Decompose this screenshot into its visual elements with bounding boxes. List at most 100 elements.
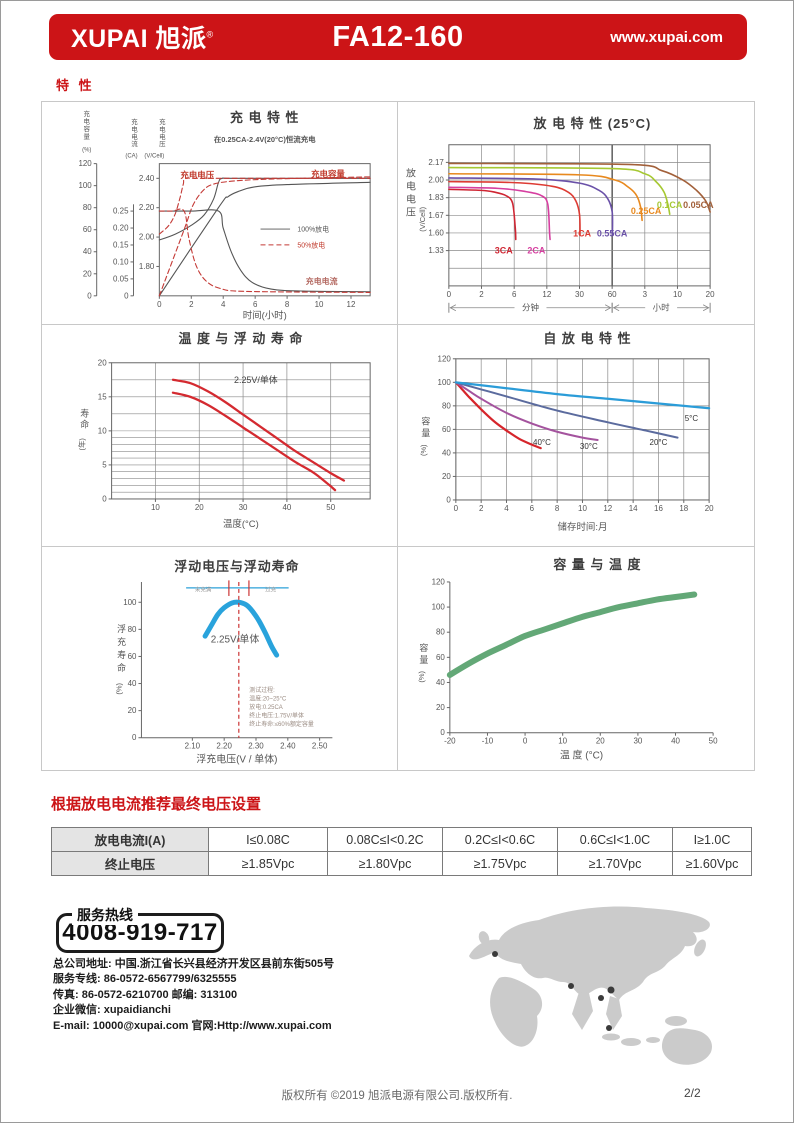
- svg-text:量: 量: [84, 132, 91, 140]
- svg-text:0: 0: [446, 495, 451, 504]
- svg-text:120: 120: [78, 159, 92, 168]
- svg-text:未充满: 未充满: [195, 586, 212, 594]
- svg-text:压: 压: [159, 140, 166, 148]
- svg-text:40°C: 40°C: [533, 438, 551, 447]
- svg-text:充: 充: [117, 636, 126, 647]
- svg-text:-10: -10: [482, 737, 494, 746]
- contact-info: 总公司地址: 中国.浙江省长兴县经济开发区县前东街505号 服务专线: 86-0…: [53, 957, 463, 1034]
- voltage-settings-table: 放电电流I(A) I≤0.08C 0.08C≤I<0.2C 0.2C≤I<0.6…: [51, 827, 752, 876]
- page-number: 2/2: [684, 1086, 701, 1100]
- svg-text:2.17: 2.17: [428, 158, 444, 167]
- svg-text:寿: 寿: [80, 407, 89, 418]
- svg-text:(%): (%): [417, 671, 426, 683]
- svg-text:电: 电: [159, 132, 166, 141]
- svg-text:自 放 电 特 性: 自 放 电 特 性: [543, 331, 631, 346]
- svg-text:15: 15: [98, 392, 107, 401]
- svg-text:30: 30: [633, 737, 642, 746]
- svg-text:放: 放: [406, 167, 416, 180]
- svg-text:12: 12: [603, 504, 612, 513]
- svg-text:电: 电: [131, 124, 138, 133]
- svg-text:2: 2: [189, 300, 194, 309]
- svg-text:50: 50: [326, 503, 335, 512]
- chart-self-discharge: 0 2 4 6 8 10 12 14 16 18 20 0 20 40 60 80 100 120 40°C 30°C…: [419, 331, 714, 533]
- svg-text:40: 40: [442, 448, 451, 457]
- chart-charge-characteristics: 0 2 4 6 8 10 12020406080100120充电容量(%)00.050.10…: [78, 109, 371, 322]
- chart-temperature-float-life: 10 20 30 40 50 0 5 10 15 20 2.25V/单体 温 度 与 浮 动 寿 命温…: [77, 331, 371, 529]
- svg-text:储存时间:月: 储存时间:月: [558, 520, 608, 532]
- svg-text:-20: -20: [444, 737, 456, 746]
- svg-text:2.25V/单体: 2.25V/单体: [211, 634, 260, 646]
- svg-text:2.40: 2.40: [139, 174, 155, 183]
- table-row: 终止电压 ≥1.85Vpc ≥1.80Vpc ≥1.75Vpc ≥1.70Vpc…: [51, 851, 752, 876]
- svg-text:5°C: 5°C: [685, 414, 699, 423]
- registered-mark-icon: ®: [206, 29, 214, 40]
- svg-text:浮动电压与浮动寿命: 浮动电压与浮动寿命: [174, 559, 299, 574]
- svg-text:20: 20: [705, 504, 714, 513]
- product-model-title: FA12-160: [332, 20, 464, 53]
- svg-text:3: 3: [643, 290, 648, 299]
- svg-text:分钟: 分钟: [522, 303, 539, 313]
- svg-text:2CA: 2CA: [527, 245, 545, 255]
- svg-text:6: 6: [530, 504, 535, 513]
- table-cell: I≥1.0C: [672, 827, 752, 852]
- svg-text:8: 8: [555, 504, 560, 513]
- chart-cell: 10 20 30 40 50 0 5 10 15 20 2.25V/单体 温 度 与 浮 动 寿 命温…: [42, 324, 398, 548]
- table-header-discharge-current: 放电电流I(A): [51, 827, 209, 852]
- svg-text:0: 0: [523, 737, 528, 746]
- svg-text:100%放电: 100%放电: [297, 225, 329, 234]
- svg-text:容: 容: [421, 415, 430, 426]
- svg-text:1.67: 1.67: [428, 211, 444, 220]
- svg-text:充电电流: 充电电流: [306, 276, 338, 286]
- svg-text:20: 20: [83, 269, 92, 278]
- svg-text:120: 120: [432, 578, 446, 587]
- svg-text:温 度 (°C): 温 度 (°C): [560, 749, 603, 762]
- table-cell: ≥1.85Vpc: [208, 851, 328, 876]
- svg-text:电: 电: [159, 124, 166, 133]
- map-marker-icon: [598, 995, 604, 1001]
- svg-text:10: 10: [315, 300, 324, 309]
- svg-text:20: 20: [706, 290, 715, 299]
- svg-text:在0.25CA-2.4V(20°C)恒流充电: 在0.25CA-2.4V(20°C)恒流充电: [214, 134, 316, 144]
- svg-text:0.05CA: 0.05CA: [683, 200, 714, 210]
- svg-text:1.33: 1.33: [428, 246, 444, 255]
- svg-text:电: 电: [406, 179, 416, 192]
- svg-text:8: 8: [285, 300, 290, 309]
- brand-logo: XUPAI 旭派®: [49, 19, 214, 55]
- svg-text:10: 10: [98, 426, 107, 435]
- svg-text:量: 量: [419, 655, 428, 665]
- svg-text:0: 0: [102, 494, 107, 503]
- svg-text:(%): (%): [115, 683, 124, 695]
- svg-text:100: 100: [438, 377, 452, 386]
- svg-text:5: 5: [102, 460, 107, 469]
- svg-text:30: 30: [575, 290, 584, 299]
- svg-text:0.55CA: 0.55CA: [597, 228, 628, 238]
- svg-text:80: 80: [83, 203, 92, 212]
- svg-text:充 电 特 性: 充 电 特 性: [230, 110, 299, 125]
- svg-text:30: 30: [239, 503, 248, 512]
- svg-text:终止寿命:≤60%额定容量: 终止寿命:≤60%额定容量: [249, 720, 314, 728]
- table-cell: ≥1.60Vpc: [672, 851, 752, 876]
- svg-text:浮: 浮: [117, 623, 126, 634]
- svg-text:充电容量: 充电容量: [311, 169, 345, 179]
- svg-text:容: 容: [419, 642, 428, 653]
- svg-text:容: 容: [84, 124, 91, 133]
- svg-text:命: 命: [80, 418, 89, 429]
- table-cell: 0.6C≤I<1.0C: [557, 827, 673, 852]
- svg-text:0.10: 0.10: [113, 257, 129, 266]
- section-title-characteristics: 特 性: [56, 78, 95, 93]
- svg-text:12: 12: [347, 300, 356, 309]
- svg-text:40: 40: [128, 679, 137, 688]
- svg-text:10: 10: [578, 504, 587, 513]
- svg-text:14: 14: [629, 504, 638, 513]
- svg-text:电: 电: [84, 116, 91, 125]
- svg-text:放电:0.25CA: 放电:0.25CA: [249, 703, 282, 711]
- svg-text:2.50: 2.50: [312, 742, 328, 751]
- svg-text:80: 80: [128, 625, 137, 634]
- svg-text:50%放电: 50%放电: [297, 241, 325, 250]
- svg-text:40: 40: [436, 678, 445, 687]
- contact-email: E-mail: 10000@xupai.com 官网:Http://www.xu…: [53, 1019, 332, 1032]
- chart-cell: 0 2 6 12 30 60 3 10 20 2.17 2.00 1.83 1.67 1.60 1.33 分钟…: [398, 102, 754, 325]
- svg-text:0.15: 0.15: [113, 240, 129, 249]
- svg-text:4: 4: [504, 504, 509, 513]
